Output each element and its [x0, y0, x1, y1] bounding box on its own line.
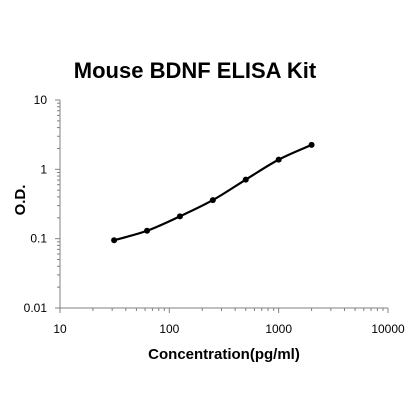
data-point [308, 141, 315, 148]
x-tick-label: 1000 [265, 322, 292, 336]
data-point [144, 227, 151, 234]
data-point [209, 197, 216, 204]
x-tick-label: 100 [159, 322, 179, 336]
y-tick-label: 0.01 [24, 301, 48, 315]
series-line [113, 143, 313, 242]
data-point [242, 176, 249, 183]
data-point [111, 237, 118, 244]
y-tick-label: 0.1 [30, 232, 47, 246]
data-point [176, 213, 183, 220]
y-tick-label: 10 [34, 93, 48, 107]
chart-title: Mouse BDNF ELISA Kit [73, 58, 317, 83]
x-axis-title: Concentration(pg/ml) [148, 346, 300, 363]
x-tick-label: 10 [53, 322, 67, 336]
x-tick-label: 10000 [371, 322, 405, 336]
data-point [275, 156, 282, 163]
y-tick-label: 1 [40, 162, 47, 176]
